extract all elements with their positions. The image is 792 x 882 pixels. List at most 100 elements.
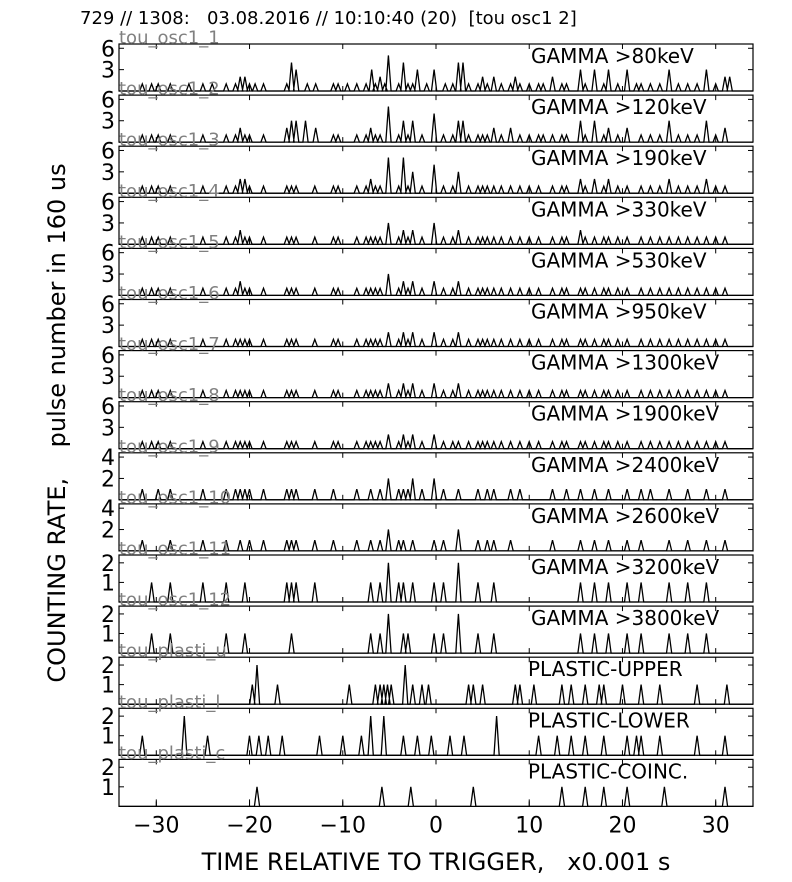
y-tick-label: 1	[101, 725, 115, 750]
panel-frame	[118, 503, 754, 552]
panel-tag: tou_osc1_9	[119, 436, 220, 457]
panel-label: GAMMA >2400keV	[531, 453, 720, 477]
y-tick-label: 3	[101, 110, 115, 135]
panel-frame	[118, 247, 754, 296]
panel-label: GAMMA >190keV	[531, 146, 707, 170]
y-tick-label: 1	[101, 674, 115, 699]
panel-label: GAMMA >1900keV	[531, 402, 720, 426]
y-tick-label: 6	[101, 293, 115, 318]
panel-frame	[118, 350, 754, 399]
panel-label: GAMMA >120keV	[531, 95, 707, 119]
y-tick-label: 2	[101, 654, 115, 679]
y-tick-label: 6	[101, 37, 115, 62]
panel-tou_osc1_7: 36 GAMMA >1300keV tou_osc1_7	[101, 334, 754, 399]
panel-tag: tou_osc1_3	[119, 130, 220, 151]
panel-frame	[118, 656, 754, 705]
x-tick-label: 0	[429, 813, 443, 838]
x-tick-label: −30	[133, 813, 179, 838]
y-tick-label: 6	[101, 88, 115, 113]
panel-tag: tou_osc1_1	[119, 28, 220, 49]
panel-label: GAMMA >80keV	[531, 44, 694, 68]
panel-tou_osc1_6: 36 GAMMA >950keV tou_osc1_6	[101, 283, 754, 348]
panel-tou_osc1_5: 36 GAMMA >530keV tou_osc1_5	[101, 232, 754, 297]
y-tick-label: 2	[101, 552, 115, 577]
panel-frame	[118, 43, 754, 92]
panel-frame	[118, 554, 754, 603]
panel-frame	[118, 401, 754, 450]
panel-tag: tou_osc1_7	[119, 334, 220, 355]
y-tick-label: 6	[101, 242, 115, 267]
panel-label: GAMMA >530keV	[531, 248, 707, 272]
panel-tag: tou_osc1_11	[119, 539, 231, 560]
y-tick-label: 2	[101, 756, 115, 781]
y-tick-label: 3	[101, 263, 115, 288]
y-tick-label: 1	[101, 623, 115, 648]
panel-frame	[118, 452, 754, 501]
panel-tou_osc1_10: 24 GAMMA >2600keV tou_osc1_10	[101, 487, 754, 552]
panel-frame	[118, 605, 754, 654]
y-tick-label: 3	[101, 59, 115, 84]
y-tick-label: 3	[101, 314, 115, 339]
panel-label: GAMMA >950keV	[531, 300, 707, 324]
panel-frame	[118, 707, 754, 756]
y-tick-label: 6	[101, 344, 115, 369]
panel-frame	[118, 94, 754, 143]
panel-tou_osc1_9: 24 GAMMA >2400keV tou_osc1_9	[101, 436, 754, 501]
panel-label: GAMMA >1300keV	[531, 351, 720, 375]
x-tick-label: −10	[320, 813, 366, 838]
y-tick-label: 2	[101, 603, 115, 628]
panel-tag: tou_osc1_5	[119, 232, 220, 253]
y-tick-label: 1	[101, 776, 115, 801]
panel-tou_osc1_3: 36 GAMMA >190keV tou_osc1_3	[101, 130, 754, 194]
x-axis-label: TIME RELATIVE TO TRIGGER, x0.001 s	[201, 848, 671, 876]
y-tick-label: 3	[101, 365, 115, 390]
y-tick-label: 2	[101, 467, 115, 492]
panel-tou_osc1_11: 12 GAMMA >3200keV tou_osc1_11	[101, 539, 754, 603]
panel-tou_plasti_l: 12 PLASTIC-LOWER tou_plasti_l	[101, 692, 754, 756]
panel-tag: tou_osc1_10	[119, 487, 231, 508]
y-tick-label: 6	[101, 395, 115, 420]
panel-tou_osc1_12: 12 GAMMA >3800keV tou_osc1_12	[101, 590, 754, 654]
y-tick-label: 2	[101, 705, 115, 730]
panel-label: PLASTIC-UPPER	[528, 657, 683, 681]
panel-tag: tou_plasti_c	[119, 743, 225, 764]
panel-frame	[118, 145, 754, 194]
panel-tag: tou_osc1_12	[119, 590, 231, 611]
panel-tag: tou_osc1_4	[119, 181, 220, 202]
panel-frame	[118, 298, 754, 348]
panel-tou_plasti_c: 12 PLASTIC-COINC. tou_plasti_c	[101, 743, 754, 808]
series-line	[119, 613, 753, 654]
panel-tag: tou_plasti_l	[119, 692, 220, 713]
panel-tag: tou_osc1_8	[119, 385, 220, 406]
panel-label: PLASTIC-LOWER	[528, 708, 690, 732]
chart-header: 729 // 1308: 03.08.2016 // 10:10:40 (20)…	[80, 8, 577, 29]
y-tick-label: 6	[101, 139, 115, 164]
panel-label: PLASTIC-COINC.	[528, 759, 688, 783]
panel-label: GAMMA >3200keV	[531, 555, 720, 579]
y-tick-label: 4	[101, 497, 115, 522]
y-tick-label: 3	[101, 161, 115, 186]
panel-tou_plasti_u: 12 PLASTIC-UPPER tou_plasti_u	[101, 641, 754, 705]
panel-frame	[118, 196, 754, 245]
y-tick-label: 3	[101, 416, 115, 441]
series-line	[119, 664, 753, 705]
panel-label: GAMMA >2600keV	[531, 504, 720, 528]
x-tick-label: −20	[226, 813, 272, 838]
series-line	[119, 716, 753, 756]
y-tick-label: 3	[101, 212, 115, 237]
panel-tou_osc1_8: 36 GAMMA >1900keV tou_osc1_8	[101, 385, 754, 450]
panel-tag: tou_osc1_6	[119, 283, 220, 304]
x-tick-label: 30	[702, 813, 730, 838]
y-tick-label: 2	[101, 519, 115, 544]
panel-tou_osc1_2: 36 GAMMA >120keV tou_osc1_2	[101, 79, 754, 143]
y-tick-label: 4	[101, 446, 115, 471]
panel-tou_osc1_1: 36 GAMMA >80keV tou_osc1_1	[101, 28, 754, 92]
series-line	[119, 106, 753, 143]
y-tick-label: 1	[101, 571, 115, 596]
panel-label: GAMMA >330keV	[531, 197, 707, 221]
x-tick-label: 10	[515, 813, 543, 838]
y-tick-label: 6	[101, 191, 115, 216]
x-tick-label: 20	[608, 813, 636, 838]
panel-tou_osc1_4: 36 GAMMA >330keV tou_osc1_4	[101, 181, 754, 245]
